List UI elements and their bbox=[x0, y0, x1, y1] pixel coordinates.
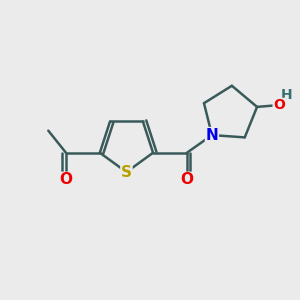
Text: S: S bbox=[121, 165, 132, 180]
Text: N: N bbox=[206, 128, 218, 142]
Text: O: O bbox=[180, 172, 194, 187]
Text: O: O bbox=[273, 98, 285, 112]
Text: H: H bbox=[281, 88, 292, 102]
Text: O: O bbox=[59, 172, 73, 187]
